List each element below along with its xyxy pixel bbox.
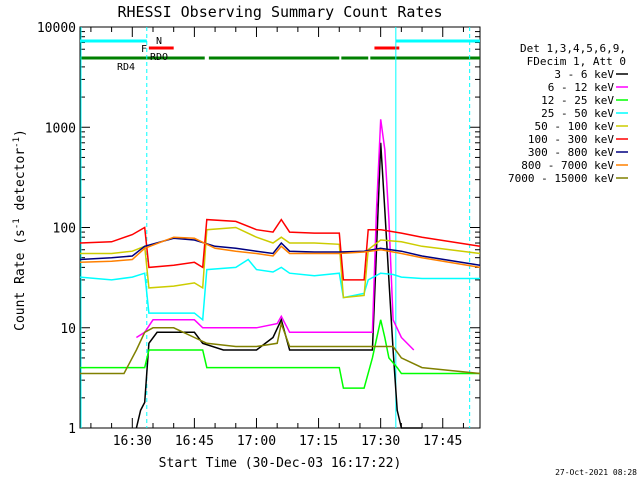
x-tick-label: 16:45 [175,434,214,449]
legend-label: 25 - 50 keV [541,107,614,120]
legend-label: 6 - 12 keV [548,81,615,94]
legend-label: 7000 - 15000 keV [508,172,614,185]
y-axis-label-a: Count Rate (s [13,229,28,331]
legend-header-1: Det 1,3,4,5,6,9, [520,42,626,55]
x-tick-label: 17:15 [299,434,338,449]
series-line [79,236,481,269]
x-tick-label: 17:30 [361,434,400,449]
series-line [80,226,481,299]
y-axis-label-exp1: -1 [12,218,22,229]
series-lines [79,119,481,429]
series-line [80,320,481,375]
y-tick-label: 10000 [37,21,76,36]
timestamp: 27-Oct-2021 08:28 [555,468,637,477]
legend-label: 800 - 7000 keV [521,159,614,172]
x-axis-ticks: 16:30 16:45 17:00 17:15 17:30 17:45 [90,27,464,449]
x-tick-label: 17:00 [237,434,276,449]
y-tick-label: 100 [53,222,76,237]
flag-label: N [156,36,162,47]
y-axis-label-exp2: -1 [12,137,22,148]
series-line [79,218,481,281]
series-line [80,319,480,389]
legend-label: 300 - 800 keV [528,146,614,159]
legend-label: 3 - 6 keV [554,68,614,81]
legend-label: 100 - 300 keV [528,133,614,146]
legend-header-2: FDecim 1, Att 0 [527,55,626,68]
y-tick-label: 10 [60,322,76,337]
x-tick-label: 16:30 [113,434,152,449]
x-axis-label: Start Time (30-Dec-03 16:17:22) [159,456,402,471]
y-tick-label: 1 [68,422,76,437]
time-markers [80,27,471,428]
x-tick-label: 17:45 [423,434,462,449]
y-axis-label-c: ) [13,129,28,137]
y-axis-ticks: 1 10 100 1000 10000 [37,21,480,437]
legend-label: 12 - 25 keV [541,94,614,107]
flag-label: RD4 [117,62,135,73]
flag-label: F [141,44,147,55]
legend: Det 1,3,4,5,6,9, FDecim 1, Att 0 3 - 6 k… [508,42,628,185]
chart-title: RHESSI Observing Summary Count Rates [117,3,442,21]
series-line [79,237,481,267]
legend-label: 50 - 100 keV [535,120,615,133]
series-line [136,119,415,351]
series-line [79,258,480,322]
y-axis-label: Count Rate (s-1 detector-1) [12,129,28,331]
flag-label: RDO [150,52,168,63]
y-tick-label: 1000 [45,121,76,136]
series-line [135,142,422,429]
y-axis-label-b: detector [13,148,28,219]
